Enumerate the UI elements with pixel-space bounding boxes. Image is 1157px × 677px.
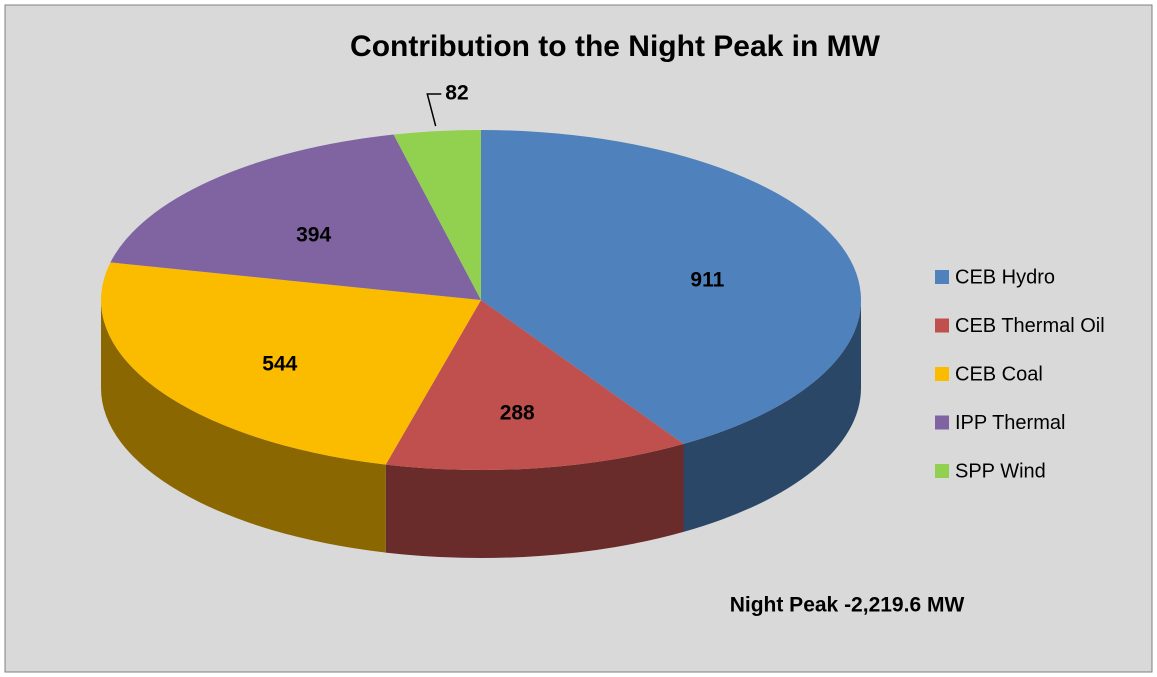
pie-side xyxy=(101,300,386,553)
chart-title: Contribution to the Night Peak in MW xyxy=(350,30,881,63)
pie-side xyxy=(385,443,684,559)
legend-label: CEB Hydro xyxy=(955,266,1055,288)
pie-slice xyxy=(393,130,481,300)
legend-label: SPP Wind xyxy=(955,460,1046,482)
pie-slice xyxy=(101,262,481,465)
data-label: 544 xyxy=(262,352,297,375)
pie-slice xyxy=(385,300,684,471)
legend-label: IPP Thermal xyxy=(955,412,1065,434)
legend-swatch xyxy=(935,415,949,430)
legend-label: CEB Thermal Oil xyxy=(955,315,1105,337)
annotation: Night Peak -2,219.6 MW xyxy=(730,594,965,617)
data-label: 911 xyxy=(690,268,724,291)
pie-side xyxy=(683,300,861,532)
legend-label: CEB Coal xyxy=(955,363,1043,385)
data-label: 288 xyxy=(500,402,535,425)
legend-swatch xyxy=(935,318,949,333)
data-label: 82 xyxy=(445,82,468,105)
legend-swatch xyxy=(935,367,949,381)
legend-swatch xyxy=(935,270,949,284)
pie-slice xyxy=(110,134,481,300)
pie-slice xyxy=(481,130,862,444)
legend-swatch xyxy=(935,464,949,478)
data-label: 394 xyxy=(296,223,331,246)
leader-line xyxy=(426,93,442,127)
